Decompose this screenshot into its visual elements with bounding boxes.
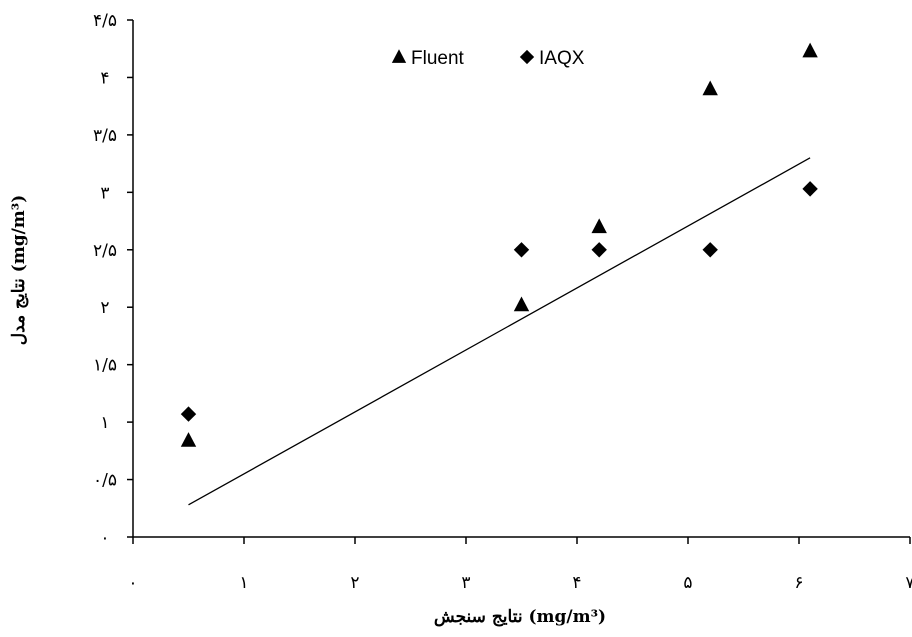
y-tick-label: ۰/۵ [93,471,117,491]
points-layer [180,42,818,447]
legend-label-iaqx: IAQX [539,48,585,69]
y-tick-label: ۲/۵ [93,241,117,261]
y-tick-label: ۳ [100,183,109,203]
fluent-point [702,80,718,96]
x-tick-label: ۵ [683,573,692,593]
x-tick-label: ۶ [794,573,803,593]
y-tick-label: ۰ [100,528,109,548]
x-tick-label: ۷ [905,573,912,593]
iaqx-point [180,406,197,422]
fluent-point [513,296,530,312]
legend: Fluent IAQX [391,48,585,69]
y-tick-label: ۴ [100,68,109,88]
axes [132,20,910,538]
y-tick-label: ۲ [100,298,109,318]
trendline-layer [188,157,811,506]
legend-marker-iaqx [519,49,535,65]
iaqx-point [591,242,607,258]
x-tick-label: ۰ [128,573,137,593]
x-axis-title: نتایج سنجش (mg/m³) [434,607,606,627]
iaqx-point [702,242,718,258]
y-tick-label: ۳/۵ [93,126,117,146]
ticks: ۰ ۰/۵ ۱ ۱/۵ ۲ ۲/۵ ۳ ۳/۵ ۴ ۴/۵ ۰ ۱ ۲ ۳ ۴ ۵ ۶ ۷ [93,11,912,593]
x-tick-label: ۲ [350,573,359,593]
y-tick-label: ۱ [100,413,109,433]
y-tick-label: ۴/۵ [93,11,117,31]
fluent-point [591,218,607,234]
y-axis-title: نتایج مدل (mg/m³) [9,195,29,346]
trendline [188,157,811,506]
legend-label-fluent: Fluent [411,48,465,69]
fluent-point [180,432,197,447]
x-tick-label: ۱ [239,573,248,593]
legend-marker-fluent [391,49,407,63]
iaqx-point [802,181,818,197]
iaqx-point [513,242,530,258]
x-tick-label: ۴ [572,573,581,593]
fluent-point [802,42,818,58]
y-tick-label: ۱/۵ [93,356,117,376]
x-tick-label: ۳ [461,573,470,593]
